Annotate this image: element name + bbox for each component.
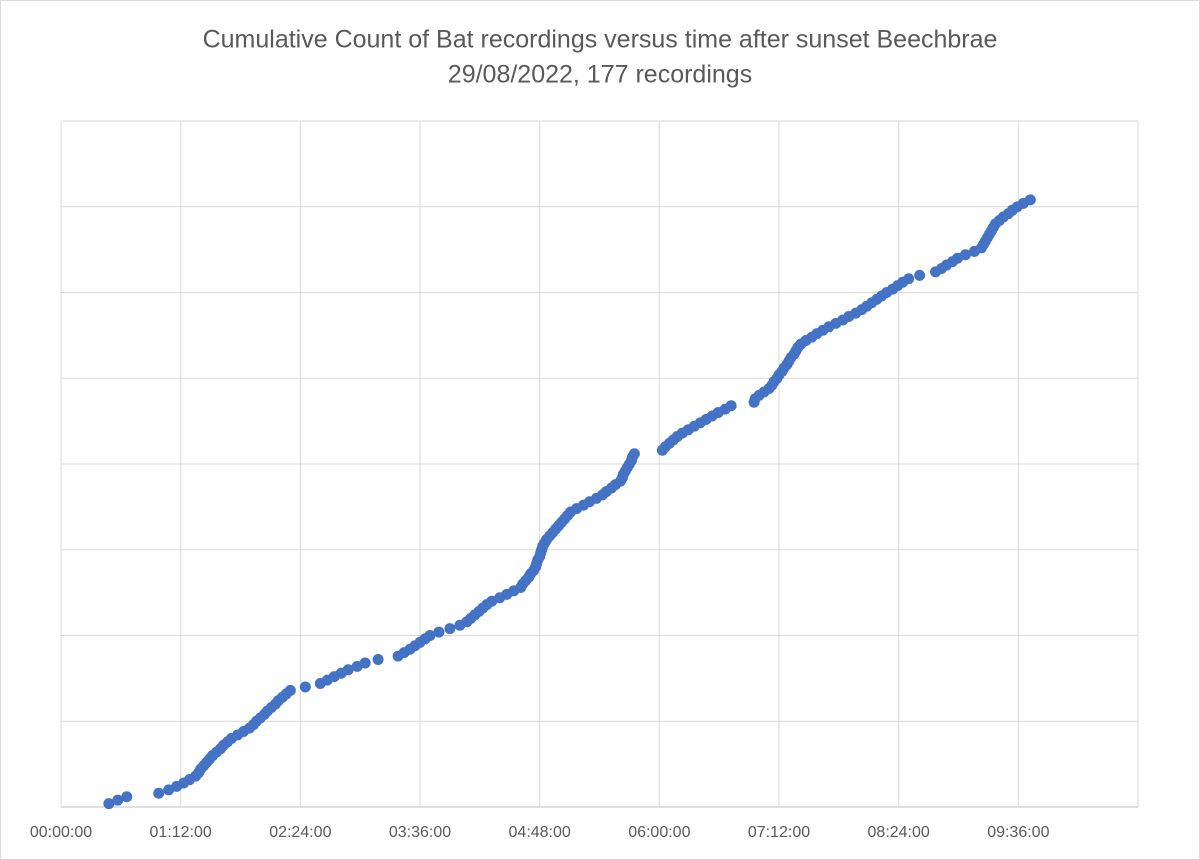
data-point [359, 657, 371, 669]
data-point [284, 684, 296, 696]
data-point [444, 623, 456, 635]
data-point [299, 681, 311, 693]
x-tick-label: 03:36:00 [389, 824, 451, 841]
chart-title: 29/08/2022, 177 recordings [448, 61, 752, 89]
data-point [424, 630, 436, 641]
x-tick-label: 09:36:00 [987, 824, 1049, 841]
x-tick-label: 07:12:00 [748, 824, 810, 841]
data-point [903, 273, 915, 285]
x-tick-label: 00:00:00 [30, 824, 92, 841]
x-tick-label: 02:24:00 [269, 824, 331, 841]
data-point [121, 791, 133, 803]
x-tick-label: 08:24:00 [868, 824, 930, 841]
data-point [153, 787, 165, 799]
data-point [372, 654, 384, 666]
data-point [725, 400, 737, 412]
data-point [433, 626, 445, 638]
data-point [1024, 194, 1036, 206]
data-point [103, 798, 115, 810]
data-point [914, 269, 926, 281]
x-tick-label: 04:48:00 [509, 824, 571, 841]
data-point [959, 249, 971, 261]
data-point [112, 794, 124, 806]
x-tick-label: 06:00:00 [628, 824, 690, 841]
data-point [342, 664, 354, 676]
x-tick-label: 01:12:00 [150, 824, 212, 841]
data-point [628, 448, 640, 460]
chart-title: Cumulative Count of Bat recordings versu… [203, 26, 998, 54]
